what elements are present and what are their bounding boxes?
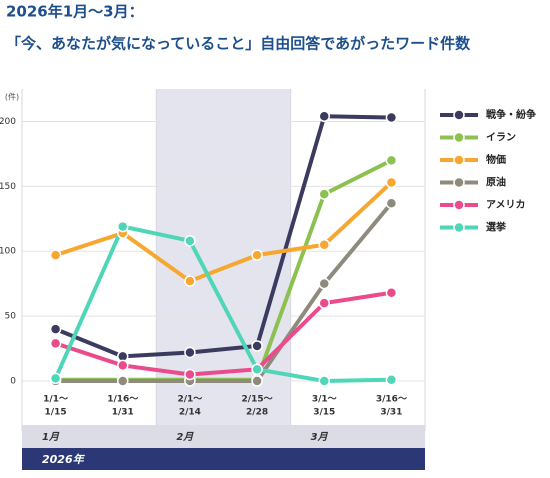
legend-marker xyxy=(453,131,465,144)
period-label: 3月 xyxy=(311,431,329,443)
point-marker xyxy=(117,375,129,387)
point-marker xyxy=(49,337,62,350)
y-tick-label: 100 xyxy=(0,247,16,257)
year-label: 2026年 xyxy=(42,453,86,466)
x-tick-label: 2/14 xyxy=(179,408,201,418)
y-unit: (件) xyxy=(5,92,19,102)
point-marker xyxy=(49,323,62,335)
point-marker xyxy=(385,154,398,167)
y-tick-label: 50 xyxy=(5,312,17,322)
period-label: 2月 xyxy=(176,431,194,443)
point-marker xyxy=(385,373,398,386)
point-marker xyxy=(318,188,330,200)
point-marker xyxy=(318,375,330,387)
x-tick-label: 2/15～ xyxy=(242,395,273,405)
x-tick-label: 1/31 xyxy=(112,408,134,418)
legend-label: アメリカ xyxy=(486,199,526,211)
point-marker xyxy=(318,277,330,290)
x-tick-label: 3/31 xyxy=(380,408,402,418)
legend-label: 戦争・紛争 xyxy=(486,108,536,121)
point-marker xyxy=(251,340,263,352)
point-marker xyxy=(385,111,398,124)
point-marker xyxy=(318,238,330,251)
series-line xyxy=(54,114,392,359)
x-tick-label: 3/1～ xyxy=(312,395,337,405)
point-marker xyxy=(184,346,196,359)
point-marker xyxy=(251,363,263,376)
series-line xyxy=(54,180,393,284)
point-marker xyxy=(385,197,398,209)
x-tick-label: 2/1～ xyxy=(178,395,203,405)
point-marker xyxy=(117,359,129,372)
point-marker xyxy=(385,287,398,299)
point-marker xyxy=(184,368,196,381)
period-label: 1月 xyxy=(42,431,60,443)
point-marker xyxy=(318,297,330,309)
point-marker xyxy=(251,249,263,261)
legend-marker xyxy=(453,199,465,211)
legend-marker xyxy=(453,109,465,121)
y-tick-label: 200 xyxy=(0,117,16,127)
legend-marker xyxy=(453,176,465,189)
point-marker xyxy=(385,176,398,189)
series-line xyxy=(53,224,392,383)
y-tick-label: 0 xyxy=(10,377,16,387)
x-tick-label: 2/28 xyxy=(246,408,268,418)
series-line xyxy=(54,290,392,377)
chart-title: 2026年1月～3月： xyxy=(6,3,144,21)
point-marker xyxy=(49,249,62,261)
period-row xyxy=(22,425,425,448)
point-marker xyxy=(49,372,62,385)
point-marker xyxy=(184,235,196,247)
y-tick-label: 150 xyxy=(0,182,16,192)
point-marker xyxy=(318,110,330,123)
x-tick-label: 3/16～ xyxy=(376,395,407,405)
legend-marker xyxy=(453,154,465,166)
year-bar xyxy=(22,448,425,470)
chart-subtitle: 「今、あなたが気になっていること」自由回答であがったワード件数 xyxy=(6,35,471,53)
legend-marker xyxy=(453,221,465,234)
point-marker xyxy=(117,220,129,233)
x-tick-label: 3/15 xyxy=(313,408,335,418)
point-marker xyxy=(251,375,263,387)
legend-label: 選挙 xyxy=(486,221,507,234)
legend-label: 原油 xyxy=(486,176,506,189)
series-line xyxy=(55,201,393,383)
point-marker xyxy=(184,275,196,287)
legend-label: イラン xyxy=(486,132,516,144)
x-tick-label: 1/1～ xyxy=(43,395,68,405)
x-tick-label: 1/15 xyxy=(45,408,67,418)
legend-label: 物価 xyxy=(486,153,506,166)
x-tick-label: 1/16～ xyxy=(107,395,138,405)
